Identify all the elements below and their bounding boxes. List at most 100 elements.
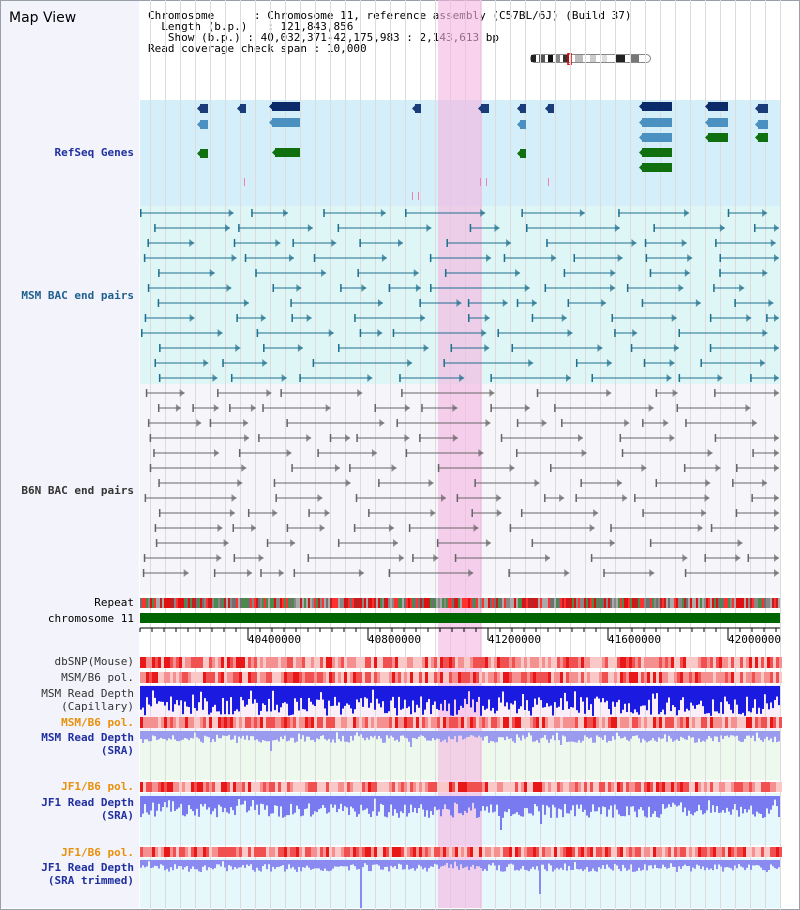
msm-sra-depth-bar <box>204 731 206 736</box>
msm-b6-pol-cell <box>410 717 413 728</box>
msm-b6-pol-cell <box>182 717 185 728</box>
repeat-segment <box>182 598 184 608</box>
dbsnp-cell <box>731 657 734 668</box>
repeat-segment <box>692 598 694 608</box>
repeat-segment <box>568 598 570 608</box>
b6n-bac-pair-end <box>358 569 364 577</box>
jf1-sra-depth-bar <box>646 796 648 818</box>
jf1-b6-pol-cell <box>431 782 434 792</box>
msm-b6-pol-cell <box>521 717 524 728</box>
repeat-segment <box>468 598 470 608</box>
msm-sra-depth-bar <box>486 731 488 737</box>
jf1-trim-depth-bar <box>552 860 554 872</box>
jf1-trim-depth-bar <box>638 860 640 868</box>
jf1-trim-depth-bar <box>700 860 702 869</box>
msm-b6-pol-cell <box>266 672 269 683</box>
msm-sra-depth-bar <box>406 731 408 739</box>
jf1-b6-pol-cell <box>254 782 257 792</box>
jf1-b6-pol-cell <box>146 847 149 857</box>
msm-bac-pair-end <box>419 299 421 307</box>
msm-bac-pair-end <box>567 329 573 337</box>
jf1-b6-pol-cell <box>389 847 392 857</box>
jf1-b6-pol-cell <box>776 847 779 857</box>
msm-b6-pol-cell <box>674 672 677 683</box>
repeat-segment <box>722 598 724 608</box>
msm-bac-pair-end <box>774 314 779 322</box>
selected-region-highlight[interactable] <box>438 0 482 908</box>
chromosome-ideogram[interactable] <box>530 53 652 65</box>
refseq-gene <box>758 133 768 142</box>
jf1-b6-pol-cell <box>335 782 338 792</box>
msm-capillary-depth-bar <box>286 686 288 704</box>
jf1-trim-depth-bar <box>570 860 572 870</box>
msm-b6-pol-cell <box>503 717 506 728</box>
grid-line <box>195 0 196 910</box>
jf1-sra-depth-bar <box>166 796 168 808</box>
jf1-b6-pol-cell <box>287 782 290 792</box>
jf1-trim-depth-bar <box>778 860 780 868</box>
msm-sra-depth-bar <box>628 731 630 742</box>
msm-sra-depth-bar <box>690 731 692 738</box>
msm-capillary-depth-bar <box>480 686 482 716</box>
jf1-trim-depth-bar <box>766 860 768 872</box>
dbsnp-cell <box>464 657 467 668</box>
repeat-segment <box>710 598 712 608</box>
dbsnp-cell <box>611 657 614 668</box>
jf1-sra-depth-bar <box>204 796 206 804</box>
dbsnp-cell <box>563 657 566 668</box>
refseq-gene <box>520 104 526 113</box>
msm-sra-depth-bar <box>578 731 580 741</box>
b6n-bac-pair-end <box>554 404 556 412</box>
msm-b6-pol-cell <box>584 717 587 728</box>
msm-b6-pol-cell <box>731 717 734 728</box>
jf1-trim-depth-bar <box>442 860 444 866</box>
repeat-segment <box>726 598 728 608</box>
msm-b6-pol-cell <box>614 717 617 728</box>
msm-capillary-depth-bar <box>530 686 532 716</box>
grid-line <box>525 0 526 910</box>
jf1-sra-depth-bar <box>666 796 668 808</box>
msm-sra-depth-bar <box>306 731 308 737</box>
jf1-trim-depth-bar <box>458 860 460 870</box>
jf1-b6-pol-cell <box>365 782 368 792</box>
b6n-bac-pair-end <box>516 419 519 427</box>
msm-b6-pol-cell <box>200 672 203 683</box>
track-label-repeat: Repeat <box>94 596 134 609</box>
jf1-trim-depth-bar <box>242 860 244 866</box>
repeat-segment <box>570 598 572 608</box>
msm-sra-depth-bar <box>546 731 548 740</box>
jf1-sra-depth-bar <box>678 796 680 806</box>
msm-b6-pol-cell <box>299 717 302 728</box>
repeat-segment <box>394 598 396 608</box>
jf1-sra-depth-bar <box>586 796 588 816</box>
jf1-b6-pol-cell <box>668 782 671 792</box>
msm-capillary-depth-bar <box>206 686 208 702</box>
msm-capillary-depth-bar <box>240 686 242 697</box>
jf1-trim-depth-bar <box>358 860 360 870</box>
msm-b6-pol-cell <box>659 672 662 683</box>
jf1-b6-pol-cell <box>536 782 539 792</box>
jf1-b6-pol-cell <box>653 782 656 792</box>
msm-b6-pol-cell <box>755 717 758 728</box>
jf1-b6-pol-cell <box>731 847 734 857</box>
jf1-b6-pol-cell <box>506 782 509 792</box>
repeat-segment <box>706 598 708 608</box>
jf1-b6-pol-cell <box>590 847 593 857</box>
msm-bac-pair-end <box>760 359 766 367</box>
jf1-b6-pol-cell <box>293 847 296 857</box>
msm-b6-pol-cell <box>578 717 581 728</box>
dbsnp-cell <box>554 657 557 668</box>
jf1-trim-depth-bar <box>712 860 714 871</box>
msm-sra-depth-bar <box>370 731 372 737</box>
msm-sra-depth-bar <box>354 731 356 736</box>
repeat-segment <box>310 598 312 608</box>
msm-capillary-depth-bar <box>576 686 578 711</box>
dbsnp-cell <box>449 657 452 668</box>
jf1-trim-depth-bar <box>750 860 752 870</box>
msm-sra-depth-bar <box>312 731 314 740</box>
track-label-jf1-depth-sra-2: (SRA) <box>100 809 134 822</box>
b6n-bac-pair-end <box>353 524 356 532</box>
msm-sra-depth-bar <box>298 731 300 734</box>
jf1-b6-pol-cell <box>173 847 176 857</box>
